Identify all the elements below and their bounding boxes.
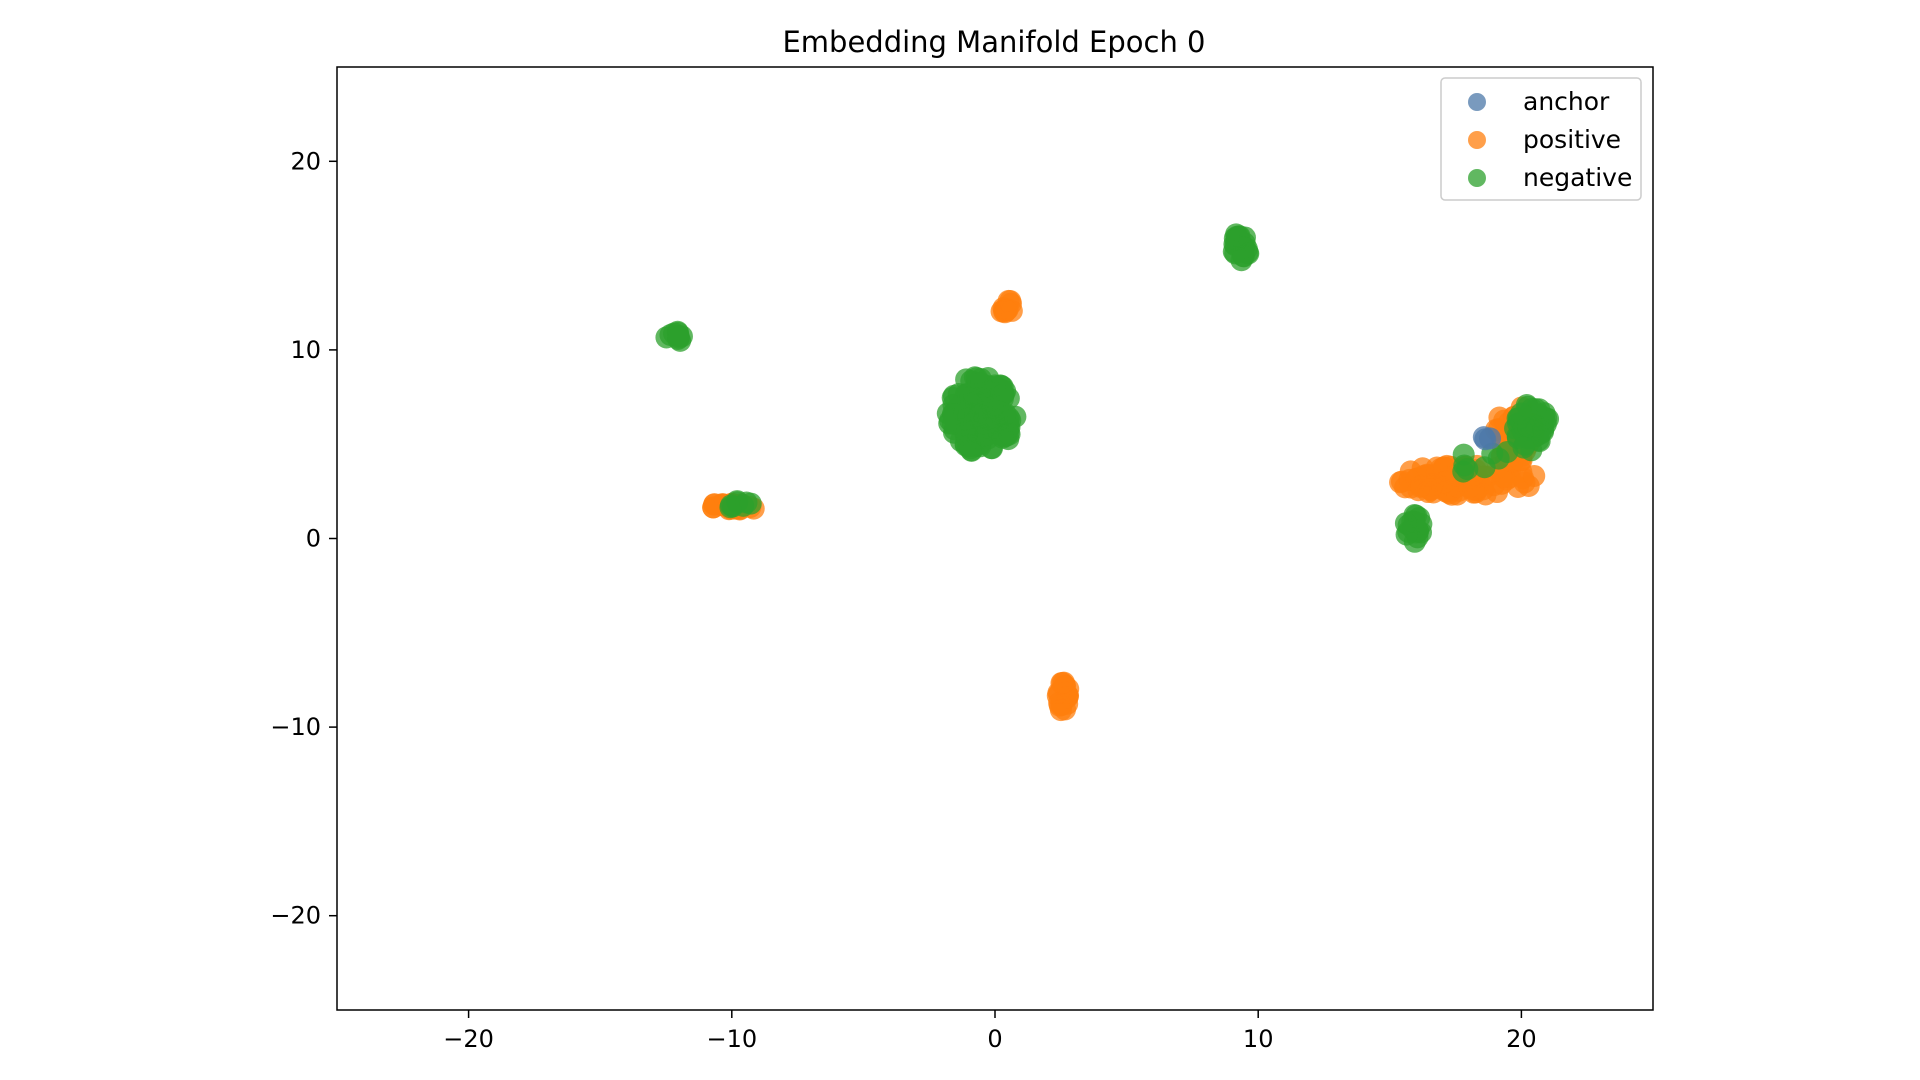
negative-point xyxy=(739,492,762,515)
negative-point xyxy=(1496,440,1519,463)
x-tick-label: −20 xyxy=(443,1025,494,1053)
positive-point xyxy=(702,496,725,519)
x-tick-label: 0 xyxy=(987,1025,1002,1053)
x-axis: −20 −10 0 10 20 xyxy=(443,1010,1537,1053)
y-tick-label: 10 xyxy=(290,336,321,364)
anchor-point xyxy=(1479,427,1502,450)
negative-point xyxy=(1456,458,1479,481)
plot-area-frame xyxy=(336,66,1654,1011)
negative-point xyxy=(957,407,980,430)
positive-point xyxy=(1410,474,1433,497)
positive-point xyxy=(995,299,1018,322)
y-tick-label: 0 xyxy=(306,525,321,553)
scatter-points xyxy=(655,223,1560,722)
chart-title: Embedding Manifold Epoch 0 xyxy=(782,25,1205,59)
negative-point xyxy=(1228,225,1251,248)
positive-point xyxy=(1523,464,1546,487)
legend-marker-anchor xyxy=(1468,93,1486,111)
negative-point xyxy=(1408,506,1431,529)
x-tick-label: −10 xyxy=(706,1025,757,1053)
positive-point xyxy=(1462,478,1485,501)
negative-point xyxy=(958,434,981,457)
negative-point xyxy=(991,426,1014,449)
y-tick-label: −20 xyxy=(270,902,321,930)
positive-point xyxy=(1052,671,1075,694)
x-tick-label: 10 xyxy=(1243,1025,1274,1053)
y-tick-label: −10 xyxy=(270,713,321,741)
y-tick-label: 20 xyxy=(290,147,321,175)
negative-point xyxy=(1532,418,1555,441)
negative-point xyxy=(947,382,970,405)
legend: anchor positive negative xyxy=(1440,77,1642,201)
legend-label-anchor: anchor xyxy=(1523,87,1610,116)
negative-point xyxy=(986,399,1009,422)
negative-point xyxy=(1224,242,1247,265)
legend-label-negative: negative xyxy=(1523,163,1632,192)
y-axis: −20 −10 0 10 20 xyxy=(270,147,337,930)
negative-point xyxy=(667,328,690,351)
legend-marker-positive xyxy=(1468,131,1486,149)
negative-point xyxy=(1473,456,1496,479)
legend-label-positive: positive xyxy=(1523,125,1621,154)
legend-marker-negative xyxy=(1468,169,1486,187)
negative-point xyxy=(970,372,993,395)
x-tick-label: 20 xyxy=(1506,1025,1537,1053)
legend-box xyxy=(1440,77,1642,201)
negative-point xyxy=(1510,402,1533,425)
